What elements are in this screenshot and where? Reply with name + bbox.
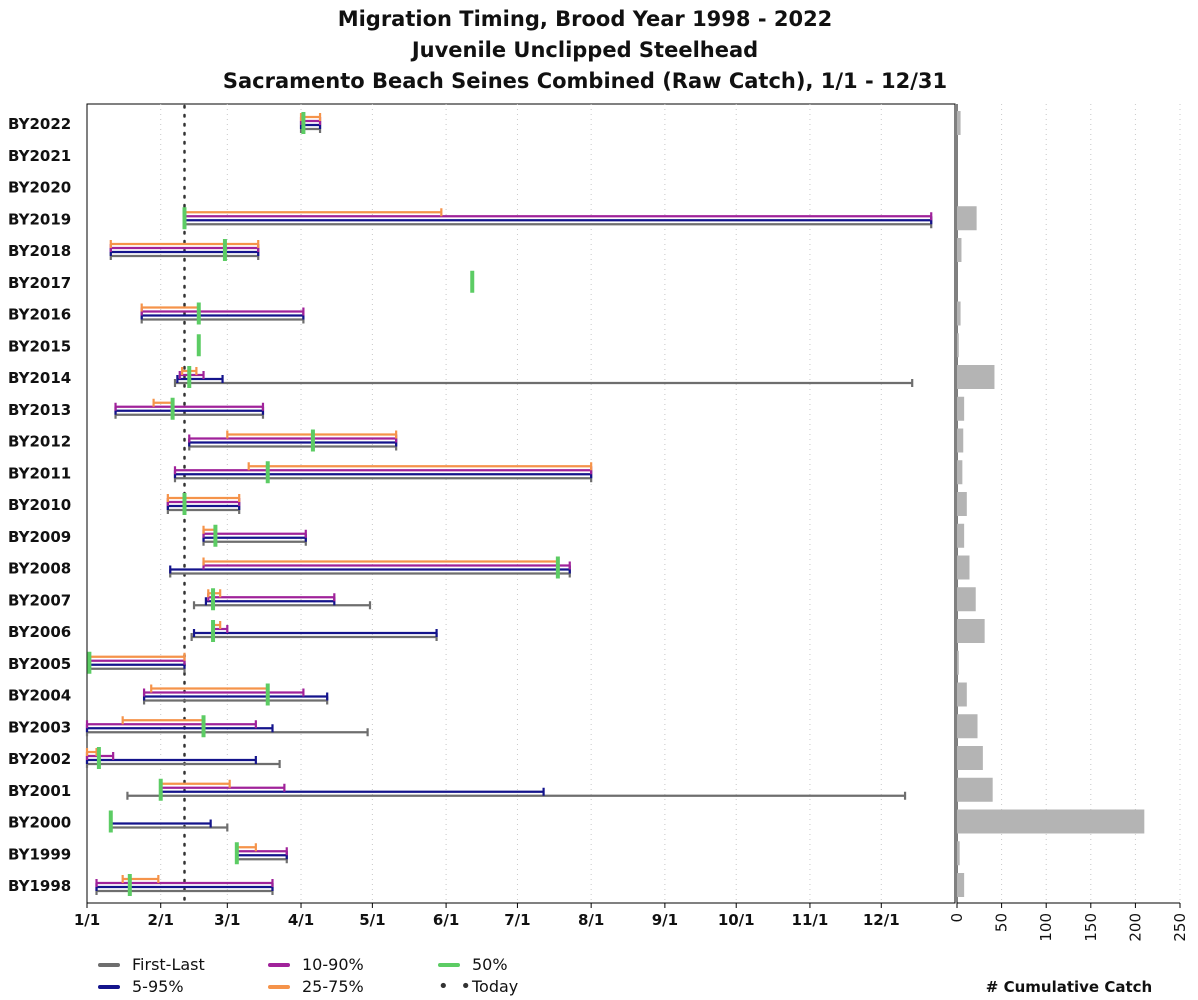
- catch-tick-label: 50: [993, 913, 1011, 932]
- y-tick-label: BY2013: [8, 401, 71, 419]
- legend-label-10-90: 10-90%: [302, 955, 364, 974]
- y-tick-label: BY2020: [8, 179, 71, 197]
- catch-bar: [957, 492, 967, 516]
- y-tick-label: BY2014: [8, 369, 71, 387]
- cumulative-catch-axis-label: # Cumulative Catch: [985, 978, 1153, 996]
- x-tick-label: 4/1: [288, 911, 314, 929]
- y-tick-label: BY2008: [8, 560, 71, 578]
- catch-bar: [957, 365, 995, 389]
- y-tick-label: BY2011: [8, 464, 71, 482]
- catch-bar: [957, 396, 965, 421]
- title-line-1: Migration Timing, Brood Year 1998 - 2022: [337, 7, 833, 31]
- catch-tick-label: 200: [1126, 913, 1144, 942]
- legend-label-first-last: First-Last: [132, 955, 205, 974]
- y-tick-label: BY2017: [8, 274, 71, 292]
- title-line-2: Juvenile Unclipped Steelhead: [411, 38, 759, 62]
- y-tick-label: BY2009: [8, 528, 71, 546]
- y-tick-label: BY2005: [8, 655, 71, 673]
- legend-label-25-75: 25-75%: [302, 977, 364, 996]
- x-tick-label: 9/1: [652, 911, 678, 929]
- catch-bar: [957, 809, 1145, 834]
- y-tick-label: BY2015: [8, 337, 71, 355]
- catch-tick-label: 150: [1082, 913, 1100, 942]
- x-tick-label: 12/1: [863, 911, 900, 929]
- y-tick-label: BY2000: [8, 814, 71, 832]
- legend-item-today: • • Today: [438, 977, 518, 996]
- y-tick-label: BY2021: [8, 147, 71, 165]
- x-tick-label: 2/1: [148, 911, 174, 929]
- catch-bar: [957, 238, 962, 262]
- catch-bar: [957, 714, 978, 739]
- y-tick-label: BY2018: [8, 242, 71, 260]
- x-tick-label: 10/1: [718, 911, 755, 929]
- y-tick-label: BY1998: [8, 877, 71, 895]
- legend-swatch-25-75: [268, 984, 290, 989]
- y-tick-label: BY2022: [8, 115, 71, 133]
- legend-item-25-75: 25-75%: [268, 977, 364, 996]
- x-tick-label: 11/1: [792, 911, 829, 929]
- catch-bar: [957, 333, 959, 358]
- catch-bar: [957, 460, 963, 485]
- x-tick-label: 8/1: [578, 911, 604, 929]
- catch-bar: [957, 587, 976, 612]
- legend-item-first-last: First-Last: [98, 955, 205, 974]
- catch-bar: [957, 523, 965, 548]
- legend-swatch-10-90: [268, 962, 290, 967]
- legend-swatch-5-95: [98, 984, 120, 989]
- catch-bar: [957, 301, 961, 326]
- catch-bar: [957, 555, 970, 580]
- y-tick-label: BY2019: [8, 210, 71, 228]
- x-tick-label: 7/1: [504, 911, 530, 929]
- catch-bar: [957, 619, 985, 643]
- catch-bar: [957, 746, 983, 770]
- y-tick-label: BY2016: [8, 306, 71, 324]
- legend: First-Last 5-95% 10-90% 25-75% 50% • • T…: [98, 955, 558, 999]
- legend-item-50: 50%: [438, 955, 508, 974]
- legend-item-5-95: 5-95%: [98, 977, 184, 996]
- x-tick-label: 6/1: [433, 911, 459, 929]
- legend-label-today: Today: [472, 977, 519, 996]
- x-tick-label: 3/1: [214, 911, 240, 929]
- catch-bar: [957, 111, 961, 135]
- catch-bar: [957, 841, 960, 866]
- timing-plot-frame: [86, 103, 956, 904]
- legend-swatch-first-last: [98, 962, 120, 967]
- catch-tick-label: 0: [948, 913, 966, 923]
- legend-swatch-50: [438, 962, 460, 967]
- catch-bar: [957, 650, 959, 675]
- y-tick-label: BY2006: [8, 623, 71, 641]
- x-tick-label: 1/1: [74, 911, 100, 929]
- catch-tick-label: 250: [1171, 913, 1189, 942]
- y-tick-label: BY2012: [8, 433, 71, 451]
- legend-item-10-90: 10-90%: [268, 955, 364, 974]
- y-tick-label: BY2001: [8, 782, 71, 800]
- catch-tick-label: 100: [1037, 913, 1055, 942]
- catch-bar: [957, 206, 977, 231]
- legend-label-5-95: 5-95%: [132, 977, 184, 996]
- y-tick-label: BY2003: [8, 718, 71, 736]
- y-tick-label: BY2007: [8, 591, 71, 609]
- chart-title: Migration Timing, Brood Year 1998 - 2022…: [0, 4, 1170, 97]
- y-tick-label: BY2004: [8, 687, 71, 705]
- x-tick-label: 5/1: [359, 911, 385, 929]
- legend-label-50: 50%: [472, 955, 508, 974]
- catch-bar: [957, 682, 967, 707]
- y-tick-label: BY2010: [8, 496, 71, 514]
- catch-bar: [957, 428, 964, 453]
- catch-bar: [957, 777, 993, 802]
- catch-bar: [957, 873, 965, 897]
- legend-swatch-today: • •: [438, 975, 474, 997]
- title-line-3: Sacramento Beach Seines Combined (Raw Ca…: [222, 69, 948, 93]
- y-tick-label: BY1999: [8, 845, 71, 863]
- y-tick-label: BY2002: [8, 750, 71, 768]
